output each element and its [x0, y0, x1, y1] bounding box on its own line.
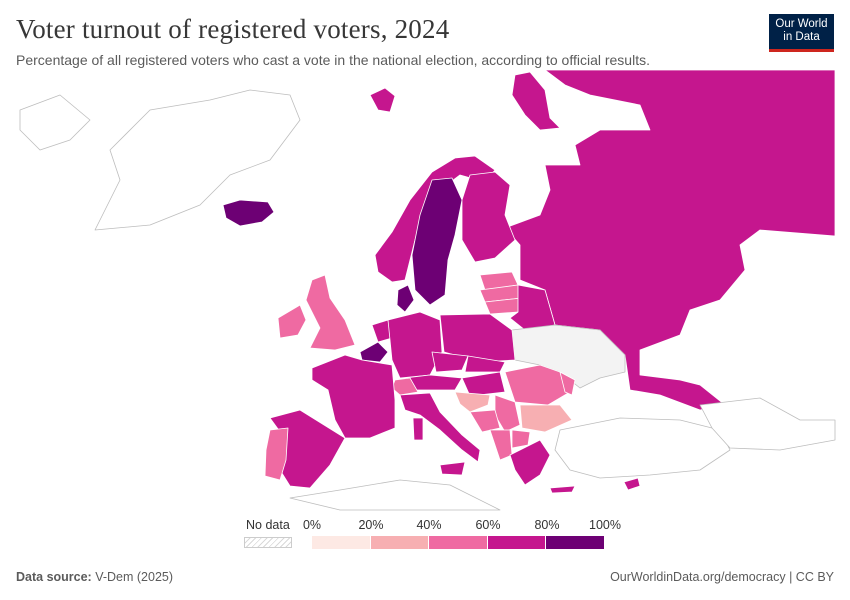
logo-line-2: in Data	[783, 30, 820, 43]
legend-tick-20: 20%	[358, 518, 384, 532]
region-italy	[399, 392, 481, 463]
region-france	[311, 354, 396, 439]
footer-url[interactable]: OurWorldinData.org/democracy | CC BY	[610, 570, 834, 584]
chart-title: Voter turnout of registered voters, 2024	[16, 14, 450, 44]
region-svalbard	[369, 87, 396, 113]
region-novaya-zemlya	[511, 71, 561, 131]
legend-tick-0: 0%	[302, 518, 322, 532]
data-source-link[interactable]: V-Dem (2025)	[95, 570, 174, 584]
owid-logo[interactable]: Our World in Data	[769, 14, 834, 52]
region-sardinia	[412, 417, 424, 441]
region-bulgaria	[519, 404, 573, 433]
region-greece	[509, 439, 551, 486]
region-poland	[439, 313, 516, 363]
region-moldova	[559, 371, 576, 396]
legend-bin-40-60[interactable]	[429, 536, 488, 549]
legend-tick-80: 80%	[534, 518, 560, 532]
region-iceland	[222, 199, 275, 227]
region-crete	[549, 485, 576, 494]
data-source-label: Data source:	[16, 570, 92, 584]
region-turkey-outline	[554, 417, 731, 479]
region-united-kingdom	[305, 274, 356, 351]
region-north-africa-outline	[289, 479, 501, 511]
region-montenegro-albania	[489, 429, 513, 461]
legend-tick-40: 40%	[416, 518, 442, 532]
region-portugal	[264, 427, 289, 481]
greenland-outline	[94, 89, 301, 231]
legend-tick-60: 60%	[475, 518, 501, 532]
europe-map[interactable]	[0, 68, 850, 516]
region-hungary	[461, 371, 506, 397]
chart-subtitle: Percentage of all registered voters who …	[16, 52, 650, 68]
data-source: Data source: V-Dem (2025)	[16, 570, 173, 584]
region-belgium	[359, 341, 389, 363]
legend-bin-0-20[interactable]	[312, 536, 371, 549]
legend-tick-100: 100%	[589, 518, 621, 532]
region-finland	[461, 171, 516, 263]
region-ireland	[277, 304, 307, 339]
logo-line-1: Our World	[775, 18, 828, 30]
region-czechia	[431, 351, 469, 373]
region-caucasus-outline	[699, 397, 836, 451]
region-ukraine	[511, 324, 626, 389]
region-sicily	[439, 461, 466, 476]
region-germany	[387, 311, 443, 379]
legend-bin-60-80[interactable]	[487, 536, 547, 549]
legend-bin-20-40[interactable]	[370, 536, 430, 549]
legend-bin-80-100[interactable]	[546, 536, 605, 549]
region-croatia	[454, 391, 491, 413]
region-denmark	[396, 284, 415, 313]
region-cyprus	[623, 477, 641, 491]
legend-no-data-swatch[interactable]	[244, 537, 292, 548]
legend-no-data-label: No data	[246, 518, 290, 532]
region-bosnia	[469, 409, 501, 433]
arctic-islands-outline	[19, 94, 91, 151]
legend-color-scale	[312, 536, 605, 549]
region-sweden	[411, 177, 463, 306]
region-north-macedonia	[511, 429, 531, 449]
